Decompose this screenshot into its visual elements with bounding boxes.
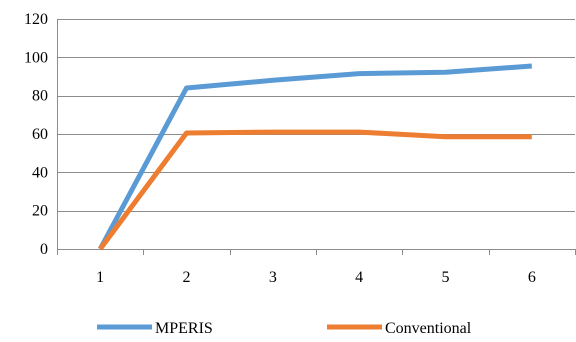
- series-line-conventional: [98, 129, 532, 251]
- x-tick-label: 1: [96, 269, 104, 286]
- y-tick-label: 0: [40, 241, 48, 258]
- legend: MPERIS Conventional: [97, 320, 472, 337]
- legend-label-conventional: Conventional: [385, 320, 472, 337]
- y-tick-label: 60: [32, 126, 48, 143]
- y-tick-label: 80: [32, 88, 48, 105]
- y-tick-label: 20: [32, 203, 48, 220]
- y-tick-label: 40: [32, 164, 48, 181]
- x-tick-label: 2: [183, 269, 191, 286]
- y-axis: 0 20 40 60 80 100 120: [24, 11, 58, 258]
- x-axis: 1 2 3 4 5 6: [57, 249, 576, 286]
- y-tick-label: 120: [24, 11, 48, 28]
- x-tick-label: 3: [269, 269, 277, 286]
- legend-label-mperis: MPERIS: [155, 320, 213, 337]
- series-line-mperis: [97, 63, 532, 251]
- y-tick-label: 100: [24, 49, 48, 66]
- x-tick-label: 4: [355, 269, 363, 286]
- x-tick-label: 5: [442, 269, 450, 286]
- series-lines: [97, 63, 532, 251]
- x-tick-label: 6: [528, 269, 536, 286]
